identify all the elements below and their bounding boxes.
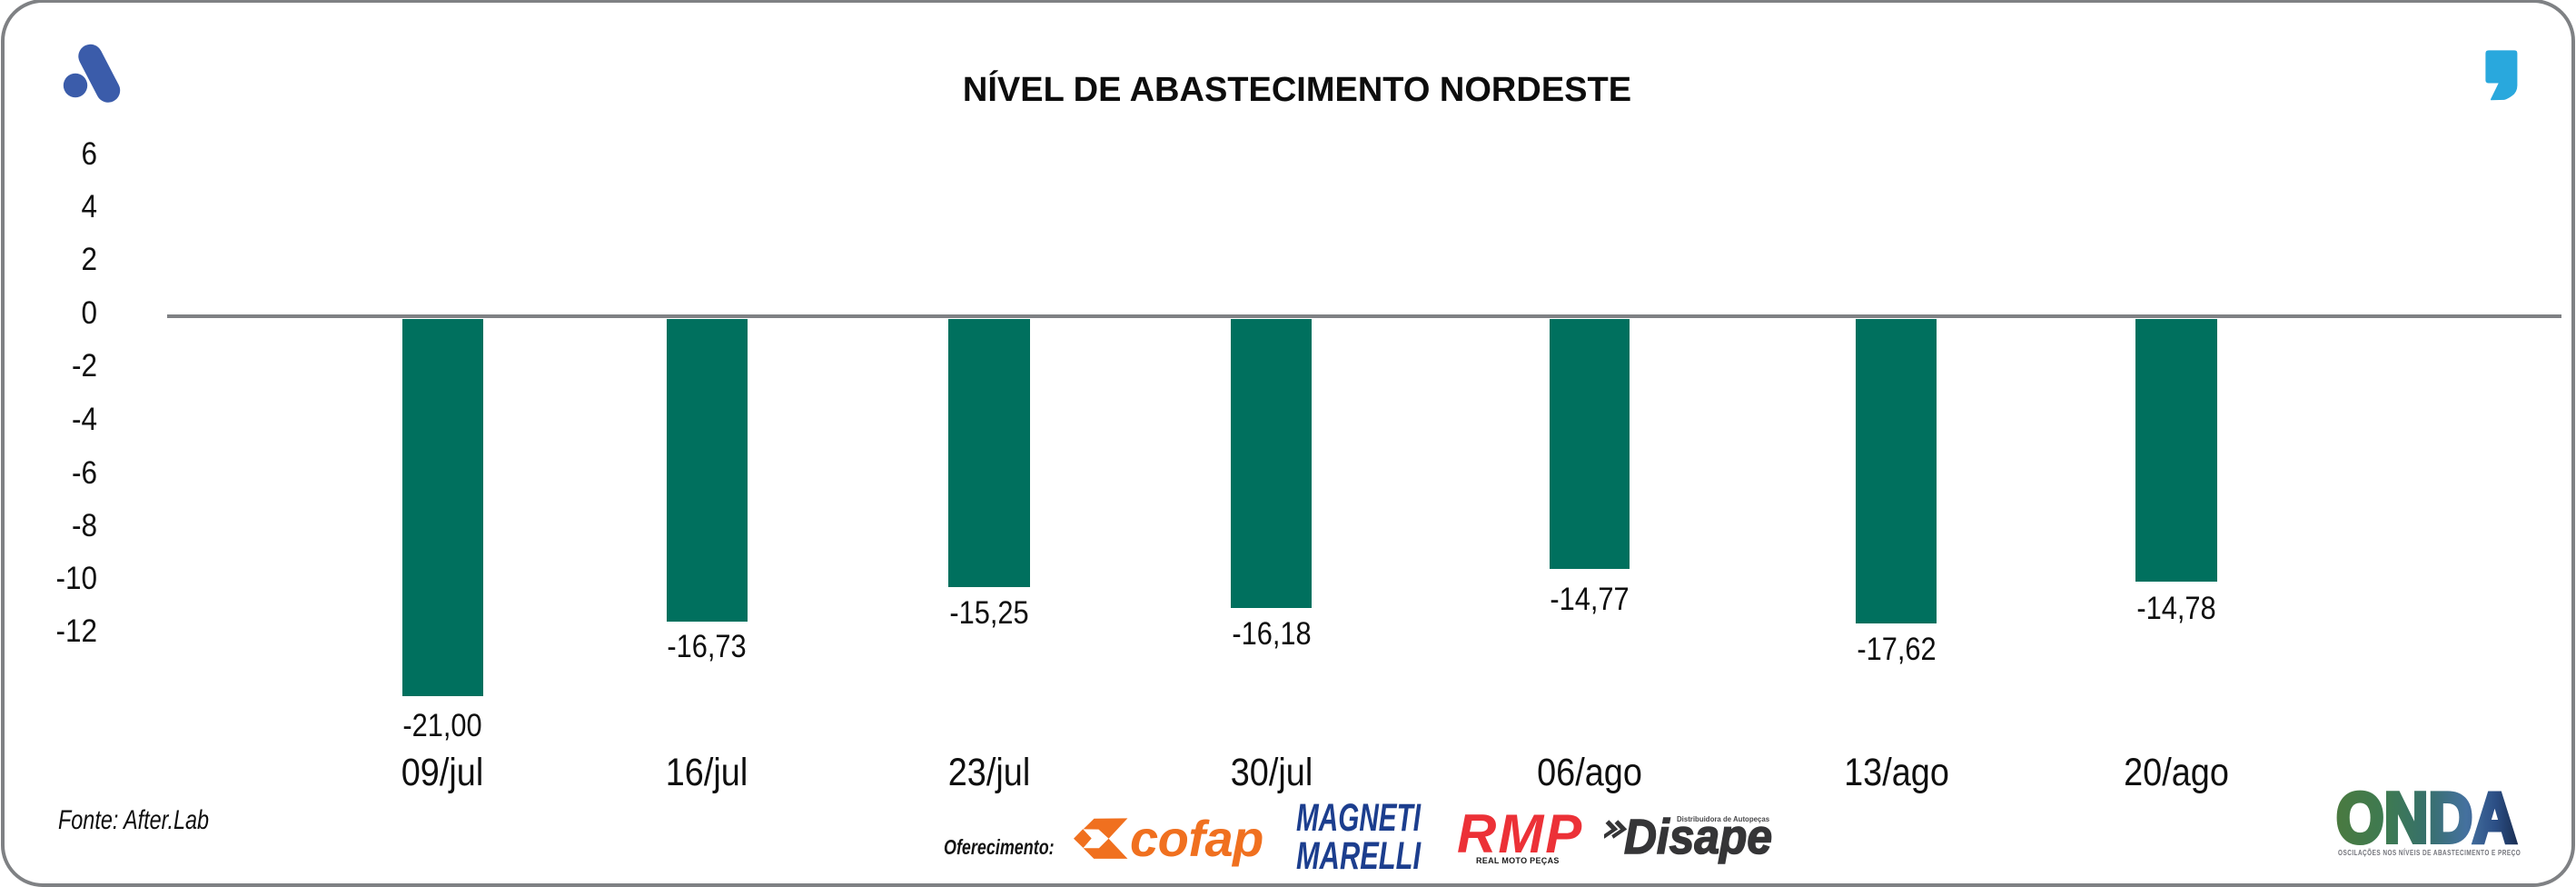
svg-text:Disape: Disape xyxy=(1624,813,1772,864)
svg-text:ONDA: ONDA xyxy=(2336,780,2517,858)
